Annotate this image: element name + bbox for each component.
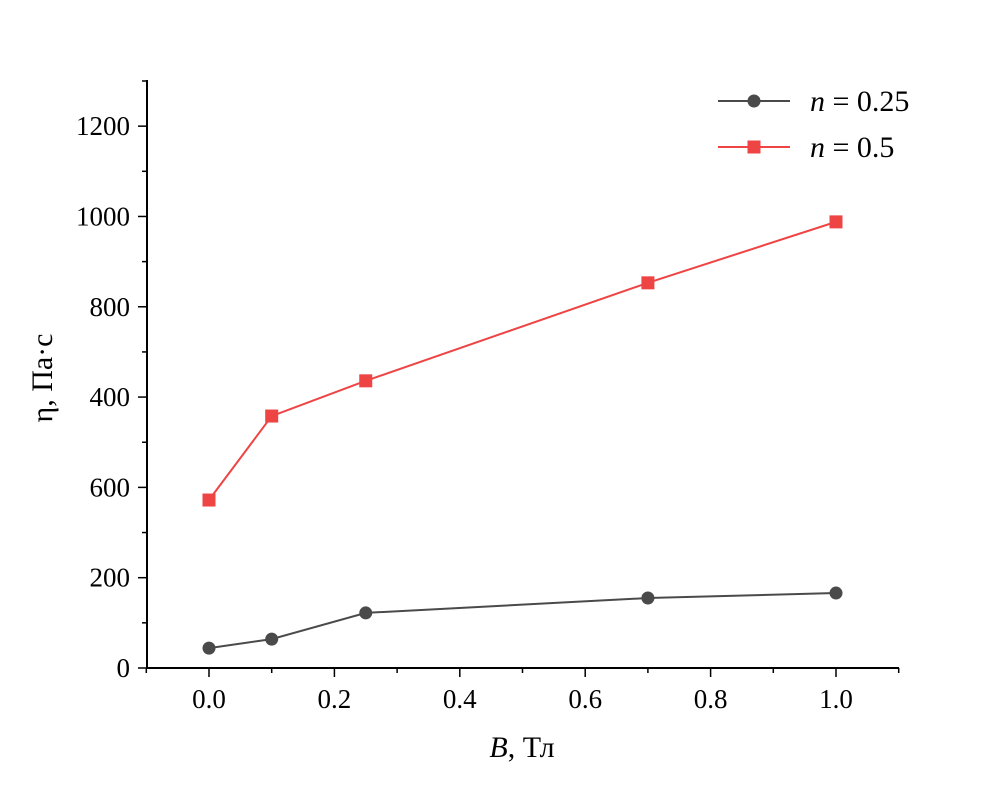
y-axis-label: η, Па·с [26,334,59,423]
data-point [641,591,655,605]
legend-label-rest: = 0.5 [825,131,894,164]
y-tick-label: 200 [90,563,131,593]
y-tick-label: 1200 [76,111,130,141]
y-tick-label: 0 [117,653,131,683]
legend-label-rest: = 0.25 [825,85,909,118]
legend-label-italic: n [810,131,825,164]
x-tick-label: 0.8 [694,684,728,714]
data-point [202,641,216,655]
x-tick-label: 1.0 [819,684,853,714]
legend-label-0: n = 0.25 [810,85,909,118]
series-line-1 [208,220,837,501]
x-tick-label: 0.6 [568,684,602,714]
legend-marker [747,140,761,154]
legend-label-1: n = 0.5 [810,131,894,164]
series-line-0 [208,592,837,650]
axes [146,80,899,669]
legend: n = 0.25n = 0.5 [718,85,909,164]
y-tick-label: 1000 [76,201,130,231]
data-point [359,374,373,388]
data-point [265,632,279,646]
data-point [202,493,216,507]
legend-label-italic: n [810,85,825,118]
data-point [829,215,843,229]
y-tick-label: 800 [90,292,131,322]
data-point [641,276,655,290]
data-point [265,409,279,423]
x-tick-label: 0.0 [192,684,226,714]
x-tick-label: 0.2 [318,684,352,714]
y-tick-label: 600 [90,472,131,502]
data-point [359,606,373,620]
legend-marker [747,94,761,108]
data-point [829,586,843,600]
x-tick-label: 0.4 [443,684,477,714]
y-tick-label: 400 [90,382,131,412]
x-axis-label: B, Тл [489,731,554,764]
